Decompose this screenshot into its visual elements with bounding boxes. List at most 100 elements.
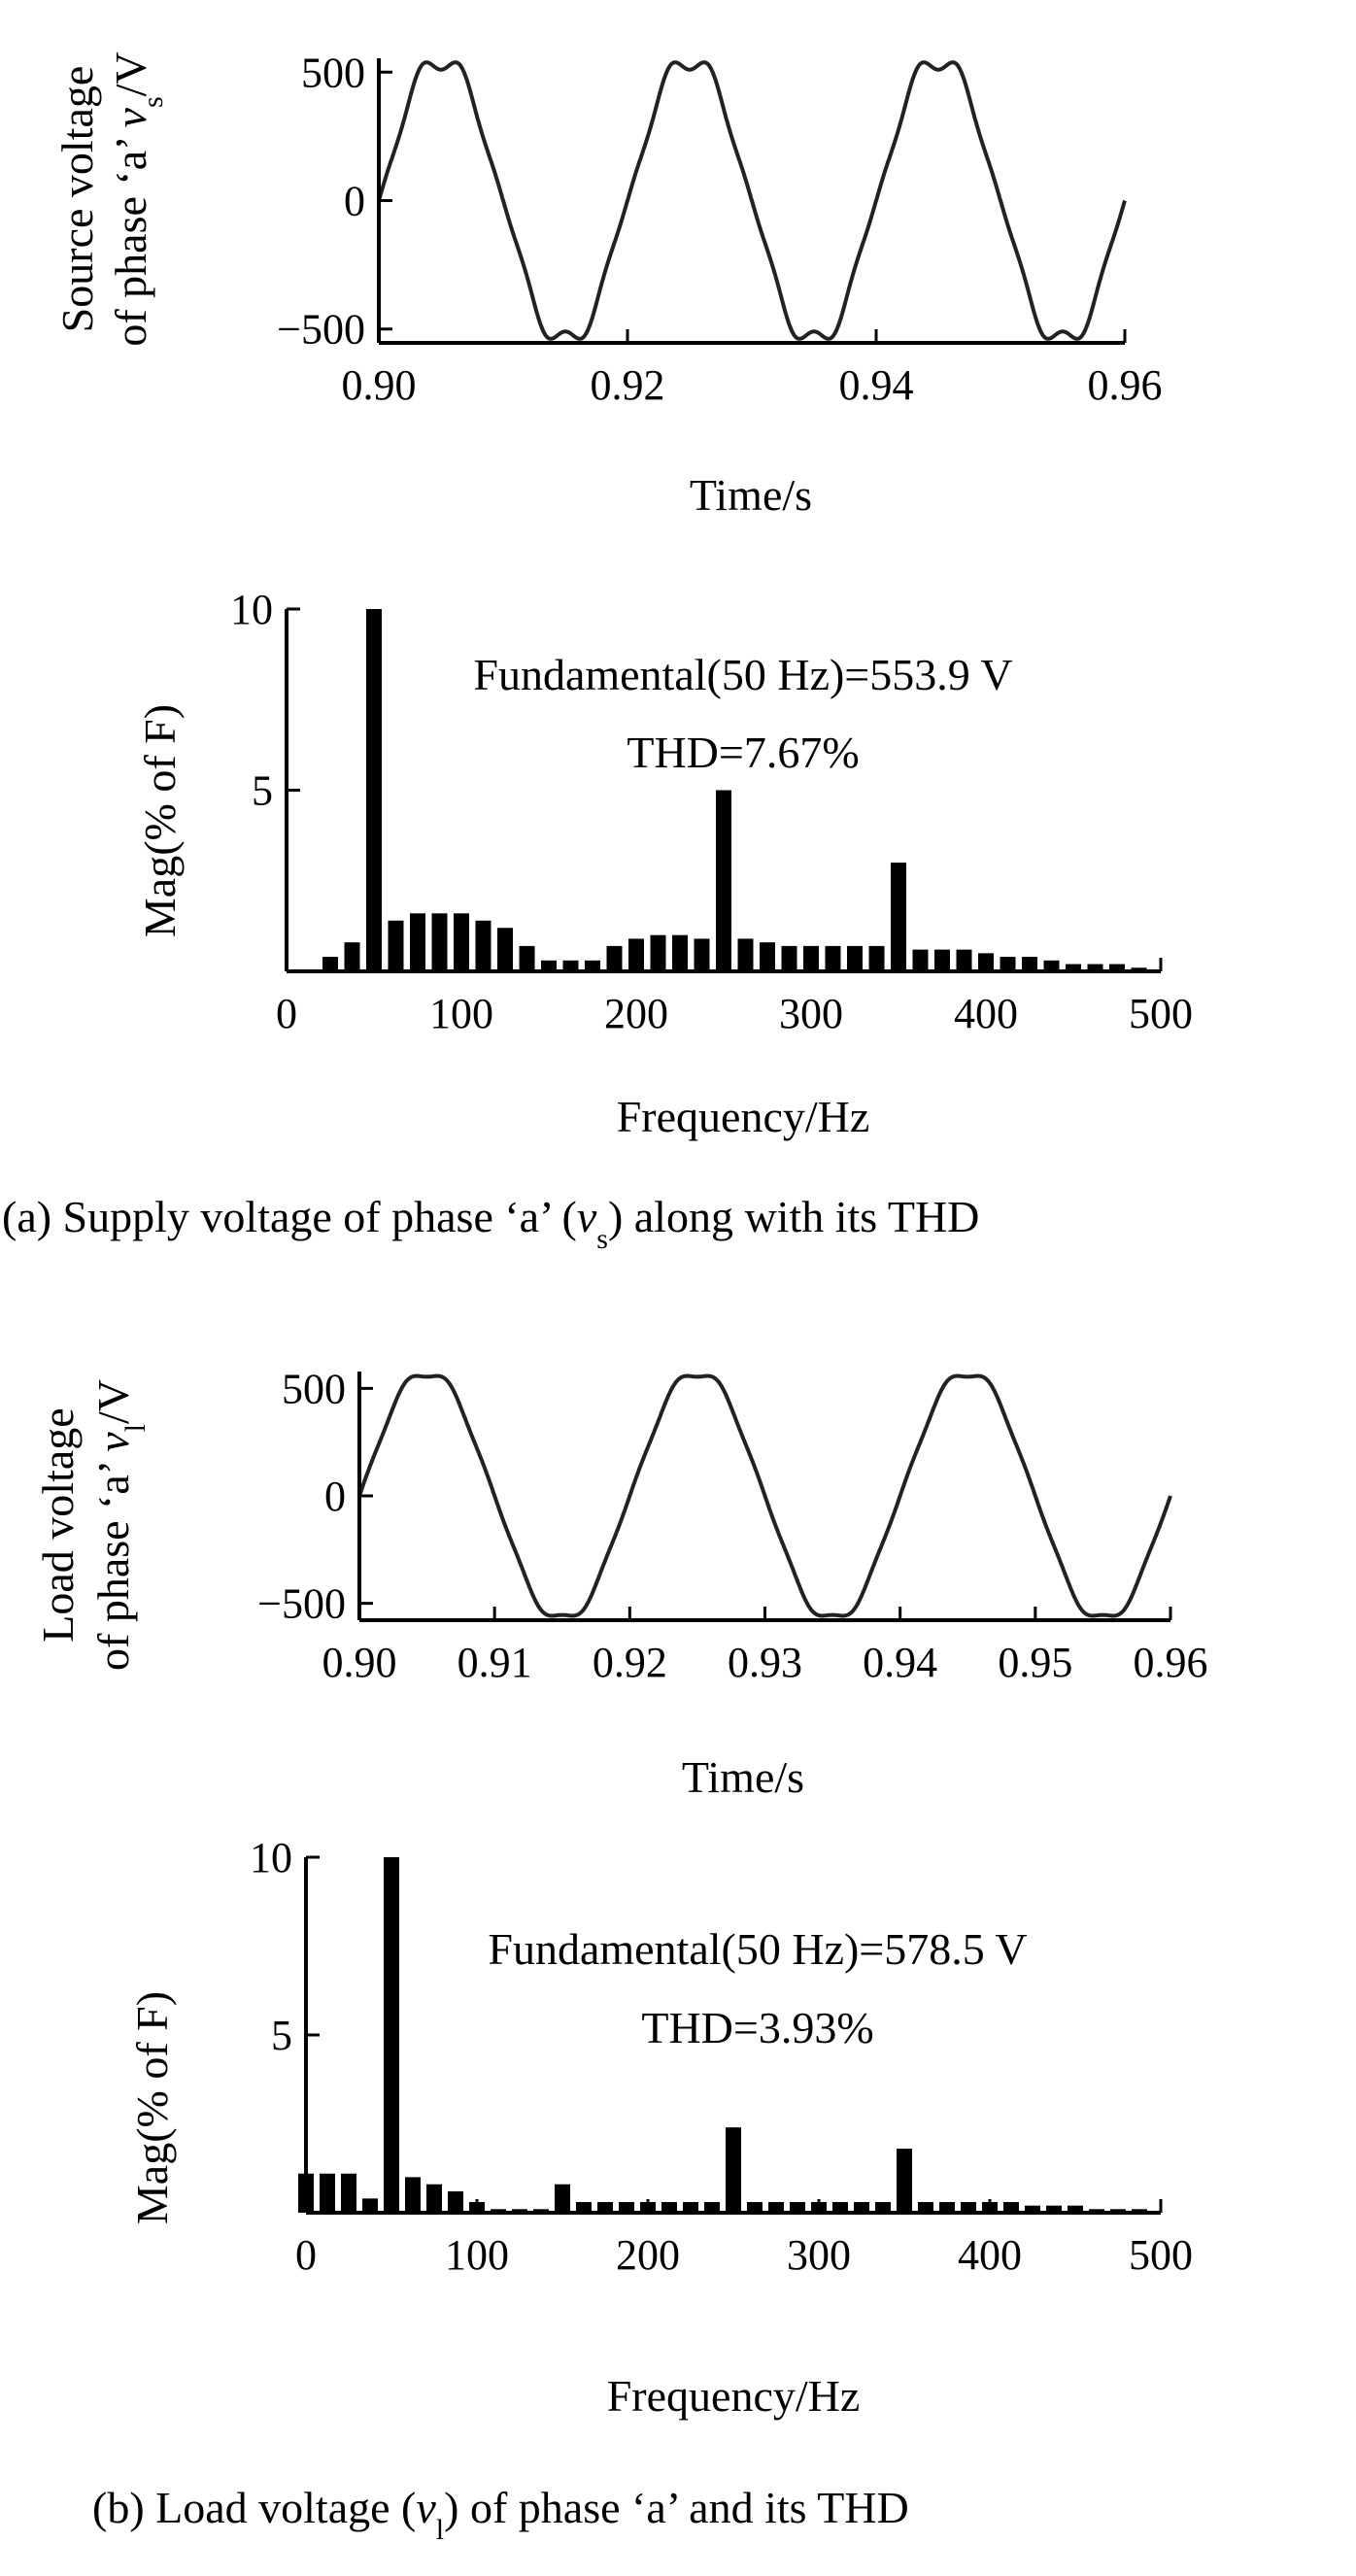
spectrum-bar [426, 2184, 442, 2213]
spectrum-bar [747, 2202, 763, 2213]
voltage-waveform [357, 1373, 1172, 1618]
spectrum-bar [619, 2202, 634, 2213]
spectrum-bar [781, 945, 797, 971]
spectrum-bar [650, 934, 666, 971]
spectrum-bar [737, 938, 754, 971]
spectrum-bar [475, 920, 492, 971]
spectrum-bar [384, 1857, 399, 2213]
spectrum-bar [956, 949, 972, 971]
x-tick-label: 0.90 [342, 361, 417, 409]
spectrum-bar [344, 942, 360, 971]
x-tick-label: 0 [276, 990, 297, 1037]
voltage-waveform [377, 60, 1127, 341]
x-tick-label: 300 [779, 990, 843, 1037]
spectrum-bar [825, 945, 841, 971]
spectrum-bar [716, 790, 731, 971]
spectrum-bar [597, 2202, 613, 2213]
spectrum-bar [497, 928, 513, 971]
spectrum-bar [832, 2202, 848, 2213]
x-tick-label: 0.96 [1134, 1639, 1208, 1686]
y-tick-label: 500 [301, 49, 365, 96]
x-tick-label: 0.94 [863, 1639, 937, 1686]
spectrum-bar [1046, 2205, 1062, 2213]
chart-b-spectrum-plot: 0 100 200 300 400 500 10 5 [250, 1834, 1193, 2279]
chart-a-time-xlabel: Time/s [690, 470, 812, 520]
spectrum-bar [541, 960, 557, 971]
chart-b-time-ylabel-line2: of phase ‘a’ vl/V [88, 1379, 152, 1671]
chart-b-spectrum-annotation-line2: THD=3.93% [641, 2003, 873, 2052]
caption-a: (a) Supply voltage of phase ‘a’ (vs) alo… [2, 1192, 979, 1255]
spectrum-bar [628, 938, 644, 971]
x-tick-label: 0.94 [839, 361, 914, 409]
spectrum-bar [760, 942, 775, 971]
spectrum-bar [891, 863, 906, 971]
spectrum-bar [897, 2149, 912, 2213]
spectrum-bar [448, 2191, 463, 2213]
chart-a-time-ylabel-line2: of phase ‘a’ vs/V [106, 51, 169, 346]
x-tick-label: 500 [1129, 2231, 1193, 2279]
spectrum-bar [1066, 964, 1081, 971]
spectrum-bar [683, 2202, 698, 2213]
spectrum-bar [341, 2173, 356, 2213]
x-tick-label: 0.90 [322, 1639, 397, 1686]
spectrum-bar [912, 949, 929, 971]
x-tick-label: 0 [295, 2231, 317, 2279]
y-tick-label: 0 [324, 1473, 346, 1520]
x-tick-label: 0.92 [593, 1639, 667, 1686]
spectrum-bar [405, 2177, 421, 2213]
x-tick-label: 0.93 [728, 1639, 802, 1686]
x-tick-label: 100 [429, 990, 493, 1037]
spectrum-bar [726, 2127, 741, 2213]
chart-a-spectrum-annotation-line1: Fundamental(50 Hz)=553.9 V [473, 650, 1012, 699]
caption-b: (b) Load voltage (vl) of phase ‘a’ and i… [92, 2483, 909, 2546]
spectrum-bar [704, 2202, 720, 2213]
chart-b-spectrum-xlabel: Frequency/Hz [607, 2371, 861, 2421]
y-tick-label: −500 [277, 306, 365, 354]
spectrum-bar [868, 945, 885, 971]
chart-a-spectrum-ylabel: Mag(% of F) [135, 704, 185, 937]
spectrum-bar [918, 2202, 933, 2213]
spectrum-bar [1003, 2202, 1019, 2213]
chart-a-time-plot: 0.90 0.92 0.94 0.96 500 0 −500 [277, 49, 1162, 409]
chart-b-time-xlabel: Time/s [682, 1752, 804, 1802]
spectrum-bar [431, 913, 448, 971]
spectrum-bar [585, 960, 600, 971]
y-tick-label: 5 [252, 767, 273, 815]
spectrum-bar [320, 2173, 335, 2213]
x-tick-label: 0.96 [1088, 361, 1163, 409]
chart-b-spectrum-ylabel: Mag(% of F) [127, 1991, 177, 2224]
spectrum-bar [362, 2198, 378, 2213]
x-tick-label: 500 [1129, 990, 1193, 1037]
spectrum-bar [366, 609, 382, 971]
x-tick-label: 100 [445, 2231, 509, 2279]
x-tick-label: 0.92 [591, 361, 665, 409]
y-tick-label: 500 [282, 1365, 346, 1412]
spectrum-bar [1109, 964, 1125, 971]
spectrum-bar [1043, 960, 1060, 971]
spectrum-bar [661, 2202, 677, 2213]
spectrum-bar [322, 957, 338, 971]
spectrum-bar [694, 938, 710, 971]
spectrum-bar [410, 913, 425, 971]
x-tick-label: 400 [954, 990, 1018, 1037]
chart-b-time-ylabel-line1: Load voltage [33, 1407, 83, 1642]
spectrum-bar [768, 2202, 784, 2213]
spectrum-bar [934, 949, 950, 971]
spectrum-bar [454, 913, 469, 971]
spectrum-bar [576, 2202, 592, 2213]
y-tick-label: 10 [230, 586, 273, 633]
y-tick-label: 10 [250, 1834, 292, 1881]
spectrum-bar [672, 934, 688, 971]
spectrum-bar [1087, 964, 1103, 971]
chart-b-time-plot: 0.90 0.91 0.92 0.93 0.94 0.95 0.96 500 0 −500 [257, 1365, 1207, 1686]
x-tick-label: 300 [787, 2231, 851, 2279]
chart-a-spectrum-xlabel: Frequency/Hz [617, 1092, 870, 1141]
spectrum-bar [854, 2202, 869, 2213]
x-tick-label: 400 [958, 2231, 1022, 2279]
spectrum-bar [790, 2202, 805, 2213]
spectrum-bar [1025, 2205, 1040, 2213]
spectrum-bar [519, 945, 535, 971]
chart-b-spectrum-annotation-line1: Fundamental(50 Hz)=578.5 V [488, 1924, 1027, 1974]
spectrum-bar [1022, 957, 1037, 971]
